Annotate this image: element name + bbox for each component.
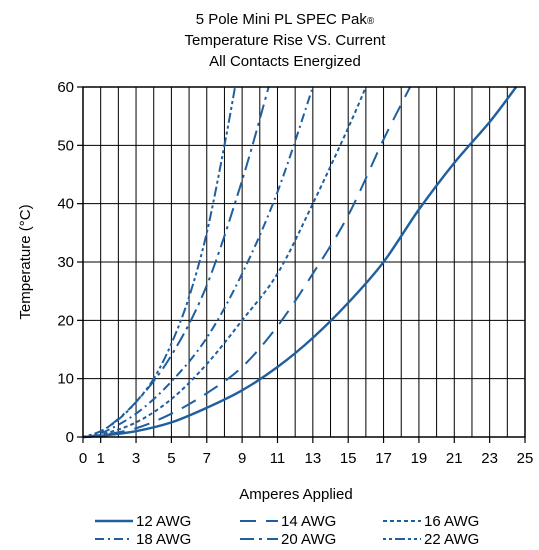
x-tick-label: 21 [446,450,463,467]
legend-label: 20 AWG [281,531,336,548]
series-line-12-awg [82,86,518,439]
y-axis-tick-labels: 0 10 20 30 40 50 60 [57,79,83,446]
legend-item-16-awg: 16 AWG [383,513,479,530]
x-tick-label: 19 [411,450,428,467]
y-tick-label: 40 [57,196,74,213]
legend-item-14-awg: 14 AWG [240,513,336,530]
legend: 12 AWG 14 AWG 16 AWG 18 AWG 20 AWG 22 AWG [95,513,479,548]
y-tick-label: 30 [57,254,74,271]
legend-label: 14 AWG [281,513,336,530]
legend-label: 18 AWG [136,531,191,548]
y-tick-label: 10 [57,371,74,388]
x-tick-label: 13 [304,450,321,467]
x-tick-label: 7 [203,450,211,467]
registered-mark: ® [367,16,375,27]
x-tick-label: 17 [375,450,392,467]
chart-title-line-2: Temperature Rise VS. Current [185,32,387,49]
x-tick-label: 25 [517,450,534,467]
x-tick-label: 11 [270,450,286,467]
series-line-22-awg [82,86,237,438]
legend-label: 16 AWG [424,513,479,530]
legend-item-12-awg: 12 AWG [95,513,191,530]
x-axis-tick-labels: 0 1 3 5 7 9 11 13 15 17 19 21 23 25 [79,437,534,467]
series-line-14-awg [82,86,411,438]
x-tick-label: 0 [79,450,87,467]
x-tick-label: 1 [97,450,105,467]
x-tick-label: 9 [238,450,246,467]
y-tick-label: 0 [66,429,74,446]
y-tick-label: 50 [57,137,74,154]
grid [83,87,525,437]
y-tick-label: 60 [57,79,74,96]
series-line-20-awg [82,86,270,438]
legend-item-22-awg: 22 AWG [383,531,479,548]
chart-title-line-3: All Contacts Energized [209,53,361,70]
x-axis-label: Amperes Applied [239,486,352,503]
legend-item-20-awg: 20 AWG [240,531,336,548]
legend-label: 12 AWG [136,513,191,530]
chart-title: 5 Pole Mini PL SPEC Pak® Temperature Ris… [185,11,387,70]
chart-title-line-1: 5 Pole Mini PL SPEC Pak® [196,11,375,28]
x-tick-label: 5 [167,450,175,467]
series-line-16-awg [82,86,367,438]
x-tick-label: 3 [132,450,140,467]
x-tick-label: 23 [481,450,498,467]
y-tick-label: 20 [57,312,74,329]
legend-item-18-awg: 18 AWG [95,531,191,548]
y-axis-label: Temperature (°C) [17,204,34,319]
x-tick-label: 15 [340,450,357,467]
series-line-18-awg [82,86,314,438]
series-layer [82,86,518,439]
legend-label: 22 AWG [424,531,479,548]
